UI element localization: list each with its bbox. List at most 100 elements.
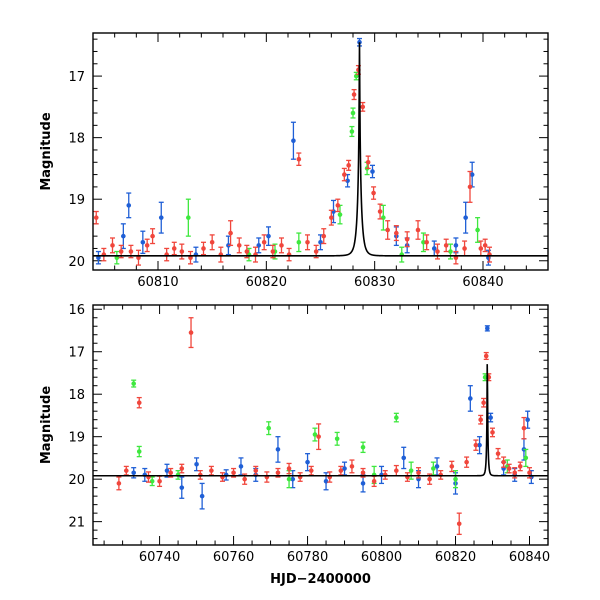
data-point	[350, 110, 356, 116]
data-point	[275, 470, 281, 476]
data-point	[275, 447, 281, 452]
data-point	[321, 233, 327, 239]
data-point	[329, 215, 334, 220]
x-axis-label: HJD−2400000	[270, 572, 371, 587]
data-point	[517, 464, 523, 469]
data-point	[231, 470, 236, 476]
y-tick-label: 16	[68, 303, 85, 318]
data-point	[126, 203, 132, 208]
data-point	[123, 468, 129, 473]
data-point	[463, 215, 468, 220]
data-point	[286, 466, 292, 471]
data-point	[506, 466, 512, 471]
x-tick-label: 60780	[287, 550, 328, 565]
data-point	[434, 464, 440, 469]
series-points	[116, 317, 533, 536]
data-point	[370, 169, 375, 174]
data-point	[401, 455, 407, 461]
data-point	[394, 415, 399, 420]
data-point	[449, 464, 455, 469]
y-tick-label: 21	[68, 516, 85, 531]
data-point	[291, 138, 296, 144]
plot-frame	[92, 304, 549, 546]
data-point	[490, 430, 495, 435]
data-point	[473, 442, 479, 448]
data-point	[394, 468, 399, 473]
data-point	[483, 353, 489, 359]
data-point	[305, 459, 310, 465]
data-point	[404, 236, 410, 242]
data-point	[424, 239, 429, 245]
data-point	[443, 243, 449, 248]
data-point	[453, 476, 458, 482]
data-point	[482, 374, 488, 380]
data-point	[334, 436, 340, 442]
data-point	[421, 239, 426, 245]
data-point	[485, 326, 490, 331]
plot-area	[93, 37, 548, 266]
x-tick-label: 60840	[462, 275, 503, 290]
data-point	[456, 521, 462, 527]
y-tick-label: 19	[68, 193, 85, 208]
data-point	[179, 249, 185, 254]
data-point	[209, 239, 215, 245]
data-point	[238, 464, 244, 469]
y-tick-label: 17	[68, 346, 85, 361]
data-point	[110, 243, 115, 248]
data-point	[128, 249, 134, 254]
data-point	[360, 104, 366, 110]
x-tick-label: 60740	[139, 550, 180, 565]
series-points	[131, 373, 529, 489]
data-point	[488, 415, 493, 420]
data-point	[371, 190, 376, 196]
data-point	[168, 470, 173, 476]
data-point	[140, 239, 146, 245]
top-panel-zoom: 60810 60820 60830 60840 17 18 19 20 Magnitude	[39, 32, 549, 290]
data-point	[337, 212, 343, 217]
data-point	[448, 249, 453, 254]
data-point	[527, 470, 532, 476]
data-point	[144, 243, 150, 248]
data-point	[179, 466, 185, 471]
x-tick-label: 60760	[213, 550, 254, 565]
data-point	[495, 451, 501, 456]
data-point	[136, 400, 142, 405]
data-point	[312, 432, 318, 437]
data-point	[305, 239, 310, 245]
data-point	[188, 330, 194, 335]
data-point	[351, 92, 357, 97]
data-point	[199, 493, 205, 499]
data-point	[521, 425, 527, 431]
data-point	[525, 417, 530, 422]
data-point	[323, 478, 329, 484]
data-point	[478, 246, 484, 251]
data-point	[427, 476, 432, 482]
data-point	[164, 468, 170, 473]
data-point	[435, 249, 440, 254]
data-point	[93, 215, 99, 220]
x-tick-label: 60820	[435, 550, 476, 565]
data-point	[136, 449, 142, 454]
data-point	[157, 478, 162, 484]
data-point	[279, 243, 284, 248]
data-point	[171, 246, 177, 251]
data-point	[394, 230, 399, 236]
y-tick-label: 20	[68, 473, 85, 488]
x-tick-label: 60830	[354, 275, 395, 290]
x-tick-label: 60820	[246, 275, 287, 290]
data-point	[266, 233, 271, 239]
data-point	[270, 249, 276, 254]
data-point	[335, 203, 341, 208]
data-point	[478, 417, 483, 422]
y-tick-label: 20	[68, 255, 85, 270]
data-point	[408, 468, 414, 473]
data-point	[464, 459, 469, 465]
data-point	[523, 455, 529, 461]
model-curve	[93, 364, 548, 477]
data-point	[415, 227, 421, 233]
data-point	[346, 163, 351, 168]
y-tick-label: 17	[68, 70, 85, 85]
plot-area	[93, 317, 548, 536]
data-point	[467, 184, 473, 190]
series-points	[131, 325, 534, 510]
